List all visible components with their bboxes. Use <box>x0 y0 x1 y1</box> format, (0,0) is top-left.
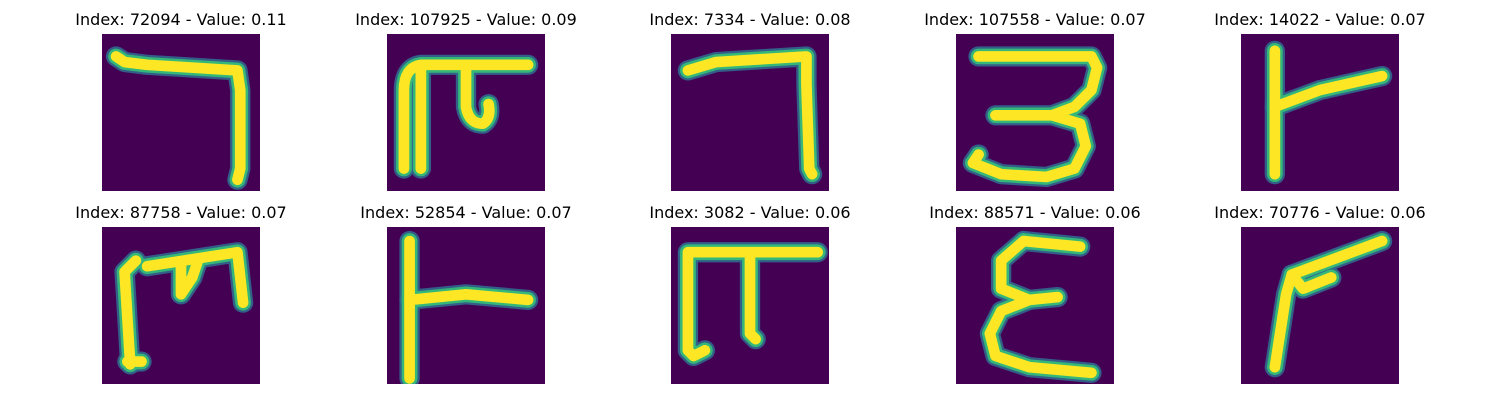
glyph-image <box>956 34 1114 191</box>
panel-title: Index: 107558 - Value: 0.07 <box>924 10 1146 29</box>
panel-title: Index: 107925 - Value: 0.09 <box>355 10 577 29</box>
glyph-image <box>102 227 260 384</box>
glyph-stroke <box>114 242 254 375</box>
glyph-stroke <box>1264 230 1393 378</box>
glyph-stroke <box>677 242 828 367</box>
glyph-image <box>671 227 829 384</box>
glyph-image <box>387 227 545 384</box>
panel-title: Index: 88571 - Value: 0.06 <box>929 203 1141 222</box>
glyph-stroke <box>393 54 539 179</box>
panel-title: Index: 52854 - Value: 0.07 <box>360 203 572 222</box>
glyph-stroke <box>399 230 539 384</box>
glyph-stroke <box>677 46 823 185</box>
glyph-stroke <box>105 46 251 190</box>
panel-title: Index: 87758 - Value: 0.07 <box>75 203 287 222</box>
panel-title: Index: 3082 - Value: 0.06 <box>649 203 851 222</box>
panel-title: Index: 70776 - Value: 0.06 <box>1214 203 1426 222</box>
panel-title: Index: 72094 - Value: 0.11 <box>75 10 287 29</box>
glyph-stroke <box>979 230 1102 383</box>
glyph-image <box>1241 34 1399 191</box>
panel-title: Index: 14022 - Value: 0.07 <box>1214 10 1426 29</box>
glyph-image <box>102 34 260 191</box>
glyph-image <box>956 227 1114 384</box>
glyph-image <box>671 34 829 191</box>
image-background <box>1241 34 1399 191</box>
glyph-stroke <box>1264 40 1393 185</box>
glyph-image <box>1241 227 1399 384</box>
glyph-image <box>387 34 545 191</box>
panel-title: Index: 7334 - Value: 0.08 <box>649 10 851 29</box>
glyph-stroke <box>962 46 1108 188</box>
